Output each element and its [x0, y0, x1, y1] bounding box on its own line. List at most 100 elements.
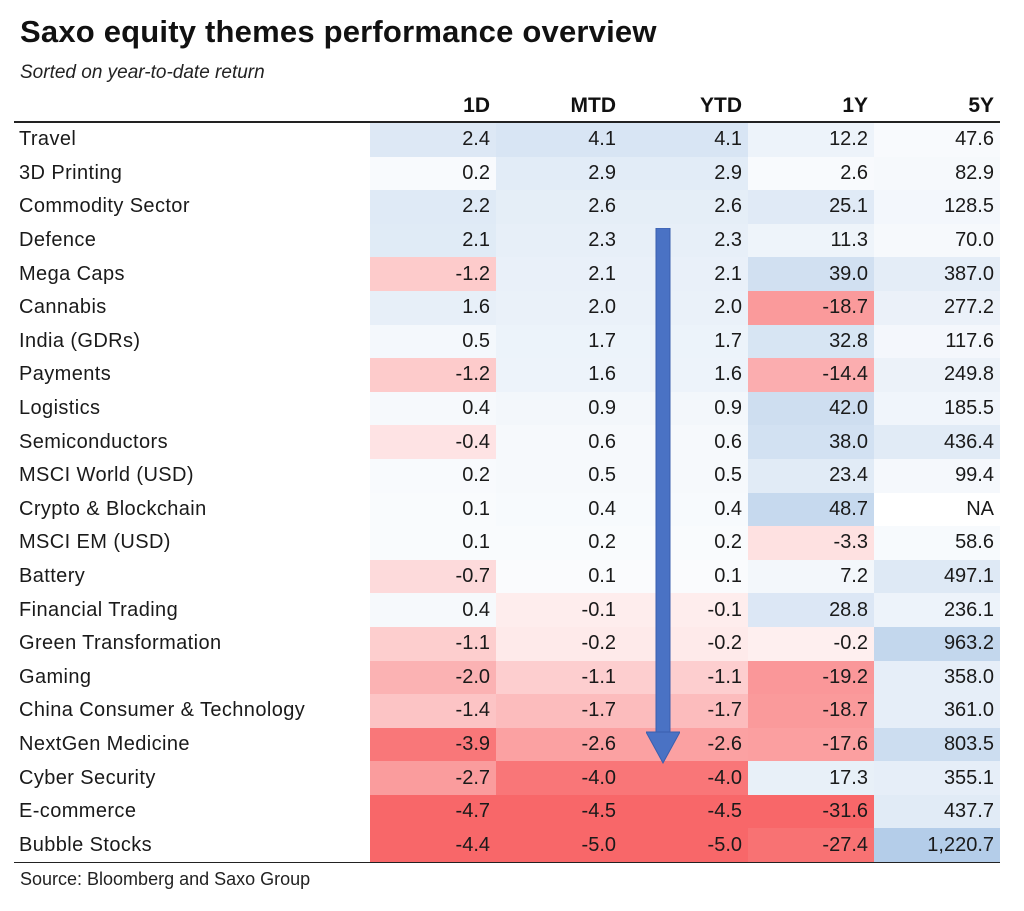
- value-cell-1y: 32.8: [748, 324, 874, 359]
- theme-name: MSCI EM (USD): [19, 531, 171, 554]
- value-cell-1y: -3.3: [748, 526, 874, 560]
- table-row: Battery -0.7 0.1 0.1 7.2 497.1: [14, 559, 1000, 594]
- performance-table: 1D MTD YTD 1Y 5Y Travel 2.4 4.1 4.1 12.2 47.6…: [14, 90, 1000, 864]
- theme-name: Battery: [19, 565, 86, 588]
- value-cell-1y: 11.3: [748, 223, 874, 258]
- value-cell-ytd: 2.6: [622, 190, 748, 224]
- value-cell-5y: 358.0: [874, 660, 1000, 695]
- value-cell-1y: -18.7: [748, 290, 874, 325]
- value-cell-1d: -0.4: [370, 425, 496, 459]
- table-row: China Consumer & Technology -1.4 -1.7 -1.7-…: [14, 694, 1000, 728]
- value-cell-1d: 0.2: [370, 156, 496, 191]
- value-cell-1d: 0.1: [370, 526, 496, 560]
- value-cell-mtd: -0.1: [496, 593, 622, 627]
- table-row: Green Transformation -1.1 -0.2 -0.2 -0.2 963.…: [14, 626, 1000, 661]
- theme-name: Cyber Security: [19, 766, 156, 789]
- theme-name: MSCI World (USD): [19, 464, 194, 487]
- value-cell-mtd: -1.1: [496, 660, 622, 695]
- table-row: Cyber Security -2.7 -4.0 -4.0 17.3 355.1: [14, 761, 1000, 795]
- value-cell-mtd: 2.9: [496, 156, 622, 191]
- value-cell-1y: -18.7: [748, 694, 874, 728]
- value-cell-5y: 361.0: [874, 694, 1000, 728]
- value-cell-1y: 38.0: [748, 425, 874, 459]
- theme-name: Mega Caps: [19, 262, 125, 285]
- value-cell-ytd: -2.6: [622, 727, 748, 762]
- value-cell-ytd: 0.4: [622, 492, 748, 527]
- value-cell-5y: NA: [874, 492, 1000, 527]
- value-cell-mtd: 1.6: [496, 358, 622, 392]
- theme-name: NextGen Medicine: [19, 732, 190, 755]
- value-cell-mtd: -1.7: [496, 694, 622, 728]
- value-cell-mtd: 2.0: [496, 290, 622, 325]
- value-cell-1y: 17.3: [748, 761, 874, 795]
- value-cell-1y: 7.2: [748, 559, 874, 594]
- value-cell-1d: 0.4: [370, 593, 496, 627]
- value-cell-5y: 58.6: [874, 526, 1000, 560]
- value-cell-5y: 99.4: [874, 458, 1000, 493]
- value-cell-1y: -27.4: [748, 828, 874, 864]
- table-row: MSCI EM (USD) 0.1 0.2 0.2 -3.3 58.6: [14, 526, 1000, 560]
- table-row: E-commerce -4.7 -4.5 -4.5 -31.6 437.7: [14, 794, 1000, 829]
- value-cell-1y: 28.8: [748, 593, 874, 627]
- value-cell-5y: 47.6: [874, 122, 1000, 157]
- column-header-theme: [14, 90, 370, 123]
- theme-name: Logistics: [19, 397, 101, 420]
- value-cell-ytd: 0.5: [622, 458, 748, 493]
- theme-name: Cannabis: [19, 296, 107, 319]
- value-cell-1y: 42.0: [748, 391, 874, 426]
- value-cell-5y: 128.5: [874, 190, 1000, 224]
- value-cell-ytd: 1.6: [622, 358, 748, 392]
- value-cell-1d: 0.4: [370, 391, 496, 426]
- value-cell-5y: 1,220.7: [874, 828, 1000, 864]
- value-cell-1d: 0.2: [370, 458, 496, 493]
- value-cell-1y: 48.7: [748, 492, 874, 527]
- value-cell-ytd: 0.6: [622, 425, 748, 459]
- value-cell-5y: 497.1: [874, 559, 1000, 594]
- value-cell-ytd: -0.2: [622, 626, 748, 661]
- theme-name: Defence: [19, 229, 97, 252]
- value-cell-5y: 437.7: [874, 794, 1000, 829]
- value-cell-1d: -4.4: [370, 828, 496, 864]
- table-row: Commodity Sector 2.2 2.6 2.6 25.1 128.5: [14, 190, 1000, 224]
- table-row: Financial Trading 0.4 -0.1 -0.1 28.8 236.1: [14, 593, 1000, 627]
- value-cell-1d: 0.1: [370, 492, 496, 527]
- value-cell-mtd: -4.0: [496, 761, 622, 795]
- value-cell-1y: -14.4: [748, 358, 874, 392]
- table-row: India (GDRs) 0.5 1.7 1.7 32.8 117.6: [14, 324, 1000, 359]
- table-row: Semiconductors -0.4 0.6 0.6 38.0 436.4: [14, 425, 1000, 459]
- value-cell-ytd: 2.0: [622, 290, 748, 325]
- theme-name: Gaming: [19, 665, 92, 688]
- theme-name: Commodity Sector: [19, 195, 190, 218]
- value-cell-1d: -1.2: [370, 257, 496, 291]
- theme-name: India (GDRs): [19, 329, 141, 352]
- value-cell-1d: -2.7: [370, 761, 496, 795]
- theme-name: 3D Printing: [19, 161, 123, 184]
- value-cell-1y: 12.2: [748, 122, 874, 157]
- chart-title: Saxo equity themes performance overview: [20, 14, 657, 49]
- value-cell-1y: 2.6: [748, 156, 874, 191]
- theme-name: Bubble Stocks: [14, 828, 370, 864]
- value-cell-ytd: -1.7: [622, 694, 748, 728]
- value-cell-1d: -0.7: [370, 559, 496, 594]
- value-cell-1d: -4.7: [370, 794, 496, 829]
- value-cell-1d: 2.2: [370, 190, 496, 224]
- value-cell-5y: 249.8: [874, 358, 1000, 392]
- value-cell-ytd: 0.9: [622, 391, 748, 426]
- value-cell-5y: 117.6: [874, 324, 1000, 359]
- value-cell-1y: 25.1: [748, 190, 874, 224]
- value-cell-ytd: 0.2: [622, 526, 748, 560]
- table-row: Logistics 0.4 0.9 0.9 42.0 185.5: [14, 391, 1000, 426]
- value-cell-1y: 23.4: [748, 458, 874, 493]
- value-cell-1d: 0.5: [370, 324, 496, 359]
- value-cell-1y: -17.6: [748, 727, 874, 762]
- value-cell-mtd: 0.1: [496, 559, 622, 594]
- column-header-1y: 1Y: [748, 90, 874, 123]
- theme-name: Green Transformation: [19, 632, 222, 655]
- theme-name: Payments: [19, 363, 112, 386]
- value-cell-1d: 1.6: [370, 290, 496, 325]
- value-cell-ytd: -0.1: [622, 593, 748, 627]
- value-cell-1d: 2.4: [370, 122, 496, 157]
- value-cell-ytd: 1.7: [622, 324, 748, 359]
- value-cell-ytd: -5.0: [622, 828, 748, 864]
- value-cell-5y: 277.2: [874, 290, 1000, 325]
